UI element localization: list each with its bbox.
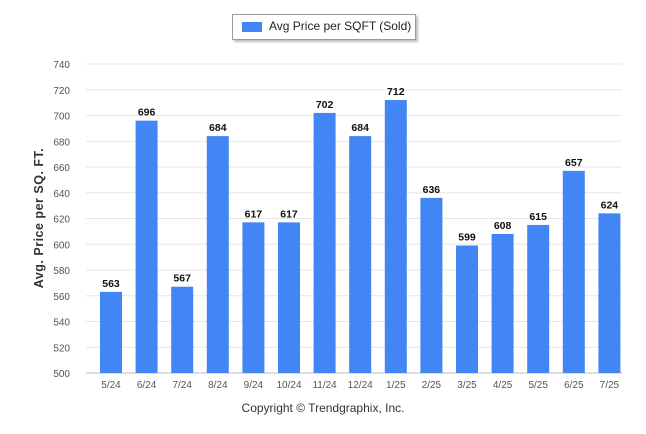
- bar: [313, 112, 336, 374]
- data-label: 624: [601, 199, 619, 211]
- y-tick-label: 560: [53, 292, 70, 303]
- x-tick-label: 6/24: [137, 380, 157, 391]
- y-tick-label: 660: [53, 163, 70, 174]
- legend-swatch: [242, 22, 262, 32]
- y-axis-ticks: 500 520 540 560 580 600 620 640 660 680 700 720 740: [53, 60, 70, 380]
- y-tick-label: 520: [53, 343, 70, 354]
- bar: [420, 197, 443, 373]
- y-tick-label: 740: [53, 60, 70, 71]
- x-tick-label: 12/24: [348, 380, 373, 391]
- data-label: 696: [138, 107, 156, 119]
- bar: [135, 120, 158, 374]
- x-tick-label: 2/25: [422, 380, 442, 391]
- bar: [206, 136, 229, 373]
- bar: [598, 213, 621, 373]
- y-tick-label: 640: [53, 189, 70, 200]
- data-labels: 563 696 567 684 617 617 702 684 712 636 599 608 615 6…: [102, 86, 618, 290]
- y-tick-label: 620: [53, 215, 70, 226]
- data-label: 657: [565, 157, 583, 169]
- data-label: 702: [316, 99, 334, 111]
- y-tick-label: 600: [53, 240, 70, 251]
- data-label: 608: [494, 220, 512, 232]
- bar: [384, 100, 407, 374]
- bar: [456, 245, 478, 373]
- x-tick-label: 11/24: [312, 380, 337, 391]
- x-tick-label: 7/25: [600, 380, 620, 391]
- data-label: 567: [173, 273, 191, 285]
- data-label: 615: [529, 211, 547, 223]
- y-tick-label: 580: [53, 266, 70, 277]
- bar: [171, 286, 194, 373]
- bar: [527, 224, 550, 373]
- x-tick-label: 5/24: [101, 380, 121, 391]
- bar: [491, 233, 514, 373]
- y-tick-label: 700: [53, 112, 70, 123]
- bar: [278, 222, 300, 373]
- data-label: 563: [102, 278, 120, 290]
- y-tick-label: 500: [53, 369, 70, 380]
- legend-label: Avg Price per SQFT (Sold): [269, 19, 412, 33]
- x-tick-label: 5/25: [528, 380, 548, 391]
- x-tick-label: 10/24: [276, 380, 301, 391]
- data-label: 636: [423, 184, 441, 196]
- y-tick-label: 680: [53, 137, 70, 148]
- bar: [562, 170, 585, 373]
- y-tick-label: 540: [53, 318, 70, 329]
- bar: [100, 291, 122, 373]
- bar: [242, 222, 265, 373]
- x-tick-label: 7/24: [172, 380, 192, 391]
- data-label: 599: [458, 232, 476, 244]
- data-label: 684: [209, 122, 227, 134]
- bar: [349, 136, 372, 373]
- bars: [100, 100, 621, 374]
- legend[interactable]: Avg Price per SQFT (Sold): [232, 14, 416, 40]
- x-axis-ticks: 5/24 6/24 7/24 8/24 9/24 10/24 11/24 12/24 1/25 2…: [101, 380, 619, 391]
- copyright-footer: Copyright © Trendgraphix, Inc.: [241, 401, 405, 415]
- y-tick-label: 720: [53, 86, 70, 97]
- x-tick-label: 6/25: [564, 380, 584, 391]
- x-tick-label: 9/24: [244, 380, 264, 391]
- x-tick-label: 1/25: [386, 380, 406, 391]
- data-label: 617: [280, 208, 298, 220]
- x-tick-label: 8/24: [208, 380, 228, 391]
- x-tick-label: 4/25: [493, 380, 513, 391]
- x-tick-label: 3/25: [457, 380, 477, 391]
- y-axis-title: Avg. Price per SQ. FT.: [32, 147, 46, 289]
- data-label: 617: [245, 208, 263, 220]
- data-label: 712: [387, 86, 405, 98]
- data-label: 684: [351, 122, 369, 134]
